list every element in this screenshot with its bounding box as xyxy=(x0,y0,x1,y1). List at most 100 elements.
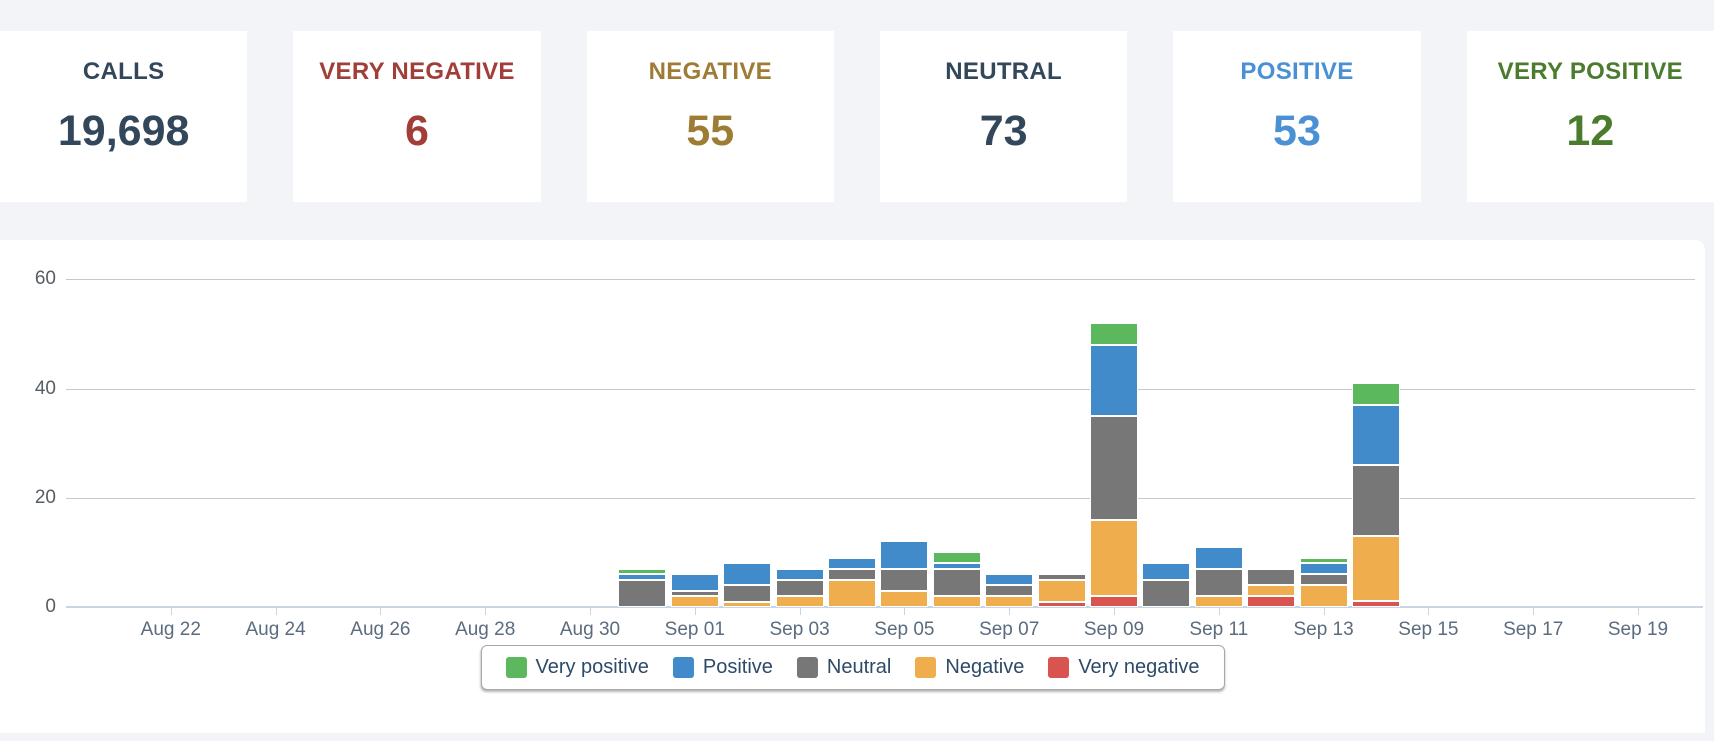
bar-segment-negative[interactable] xyxy=(880,590,929,607)
legend-swatch-very-positive xyxy=(505,657,527,678)
bar-sep-14[interactable] xyxy=(1352,383,1400,607)
bar-segment-very-positive[interactable] xyxy=(618,568,667,575)
bar-sep-01[interactable] xyxy=(670,574,719,607)
bar-segment-positive[interactable] xyxy=(1142,563,1191,580)
x-axis-label: Aug 30 xyxy=(559,619,621,640)
bar-sep-12[interactable] xyxy=(1247,568,1296,607)
x-tick xyxy=(1323,608,1325,615)
stat-card-value: 19,698 xyxy=(57,107,190,155)
bar-segment-neutral[interactable] xyxy=(723,585,772,602)
bar-segment-positive[interactable] xyxy=(1194,546,1243,569)
bar-segment-positive[interactable] xyxy=(985,574,1034,586)
bar-sep-07[interactable] xyxy=(985,574,1034,607)
bar-segment-neutral[interactable] xyxy=(1090,415,1138,520)
bar-segment-negative[interactable] xyxy=(1247,585,1296,597)
x-axis-label: Aug 26 xyxy=(350,619,411,640)
bar-segment-neutral[interactable] xyxy=(670,590,719,597)
bar-segment-neutral[interactable] xyxy=(1194,568,1243,597)
bar-sep-05[interactable] xyxy=(880,541,929,607)
bar-segment-neutral[interactable] xyxy=(1037,574,1086,580)
bar-sep-03[interactable] xyxy=(775,568,824,607)
bar-segment-neutral[interactable] xyxy=(1247,568,1296,586)
stat-card-value: 53 xyxy=(1273,107,1321,155)
bar-segment-negative[interactable] xyxy=(723,601,772,607)
legend-item-neutral[interactable]: Neutral xyxy=(796,656,891,679)
legend-swatch-neutral xyxy=(796,657,818,678)
bar-segment-neutral[interactable] xyxy=(880,568,929,591)
bar-segment-negative[interactable] xyxy=(1037,579,1086,602)
bar-segment-positive[interactable] xyxy=(775,568,824,580)
bar-segment-neutral[interactable] xyxy=(1352,465,1400,536)
x-tick xyxy=(799,608,801,615)
bar-segment-positive[interactable] xyxy=(1299,563,1348,575)
bar-sep-02[interactable] xyxy=(723,563,772,607)
stat-card-very-positive: VERY POSITIVE 12 xyxy=(1466,31,1714,202)
legend-item-very-negative[interactable]: Very negative xyxy=(1048,656,1200,679)
bar-sep-06[interactable] xyxy=(932,552,981,607)
chart-legend: Very positive Positive Neutral Negative Very… xyxy=(480,645,1225,690)
bar-sep-08[interactable] xyxy=(1037,574,1086,607)
bar-segment-very-negative[interactable] xyxy=(1247,596,1296,607)
bar-segment-negative[interactable] xyxy=(828,579,876,607)
bar-segment-neutral[interactable] xyxy=(775,579,824,597)
bar-segment-negative[interactable] xyxy=(932,596,981,607)
bar-sep-04[interactable] xyxy=(828,557,876,607)
bar-segment-positive[interactable] xyxy=(670,574,719,591)
x-tick xyxy=(170,608,172,615)
legend-item-label: Positive xyxy=(702,656,773,678)
y-gridline-20 xyxy=(66,497,1695,499)
legend-item-positive[interactable]: Positive xyxy=(672,656,773,679)
stat-card-label: VERY POSITIVE xyxy=(1497,58,1683,85)
bar-segment-positive[interactable] xyxy=(618,574,667,580)
stat-card-negative: NEGATIVE 55 xyxy=(586,31,834,202)
stat-card-label: VERY NEGATIVE xyxy=(319,58,515,85)
x-tick xyxy=(1428,608,1430,615)
bar-segment-neutral[interactable] xyxy=(985,585,1034,597)
bar-segment-neutral[interactable] xyxy=(1299,574,1348,586)
bar-segment-positive[interactable] xyxy=(1352,404,1400,465)
bar-segment-neutral[interactable] xyxy=(618,579,667,607)
bar-segment-positive[interactable] xyxy=(880,541,929,569)
y-gridline-40 xyxy=(66,388,1695,390)
bar-segment-neutral[interactable] xyxy=(1142,579,1191,607)
x-axis-label: Sep 13 xyxy=(1293,619,1354,640)
bar-segment-negative[interactable] xyxy=(1352,535,1400,602)
stats-row: CALLS 19,698 VERY NEGATIVE 6 NEGATIVE 55 NEUTR… xyxy=(0,31,1714,202)
bar-segment-negative[interactable] xyxy=(985,596,1034,607)
x-axis-label: Aug 22 xyxy=(140,619,201,640)
bar-segment-very-negative[interactable] xyxy=(1352,601,1400,607)
bar-segment-negative[interactable] xyxy=(1299,585,1348,607)
legend-item-very-positive[interactable]: Very positive xyxy=(505,656,649,679)
bar-segment-negative[interactable] xyxy=(1090,519,1138,597)
bar-sep-11[interactable] xyxy=(1194,546,1243,607)
x-axis-label: Sep 01 xyxy=(664,619,725,640)
bar-segment-positive[interactable] xyxy=(723,563,772,586)
legend-item-negative[interactable]: Negative xyxy=(915,656,1024,679)
bar-sep-09[interactable] xyxy=(1090,323,1138,607)
bar-segment-very-positive[interactable] xyxy=(1090,323,1138,345)
x-tick xyxy=(1218,608,1220,615)
legend-swatch-positive xyxy=(672,657,694,678)
bar-segment-neutral[interactable] xyxy=(828,568,876,580)
bar-aug-31[interactable] xyxy=(618,568,667,607)
bar-segment-very-positive[interactable] xyxy=(1352,383,1400,405)
bar-segment-very-negative[interactable] xyxy=(1090,596,1138,607)
bar-segment-positive[interactable] xyxy=(1090,344,1138,416)
x-tick xyxy=(1009,608,1011,615)
bar-segment-neutral[interactable] xyxy=(932,568,981,597)
bar-segment-very-positive[interactable] xyxy=(932,552,981,564)
stat-card-neutral: NEUTRAL 73 xyxy=(879,31,1128,202)
x-axis-label: Sep 19 xyxy=(1607,619,1669,640)
bar-sep-13[interactable] xyxy=(1299,557,1348,607)
bar-segment-negative[interactable] xyxy=(670,596,719,607)
bar-sep-10[interactable] xyxy=(1142,563,1191,607)
x-axis-label: Sep 11 xyxy=(1189,619,1249,640)
bar-segment-negative[interactable] xyxy=(775,596,824,607)
bar-segment-positive[interactable] xyxy=(932,563,981,569)
stat-card-value: 12 xyxy=(1566,107,1615,155)
bar-segment-positive[interactable] xyxy=(828,557,876,569)
legend-item-label: Negative xyxy=(945,656,1025,678)
bar-segment-negative[interactable] xyxy=(1194,596,1243,607)
bar-segment-very-positive[interactable] xyxy=(1299,557,1348,564)
bar-segment-very-negative[interactable] xyxy=(1037,601,1086,607)
